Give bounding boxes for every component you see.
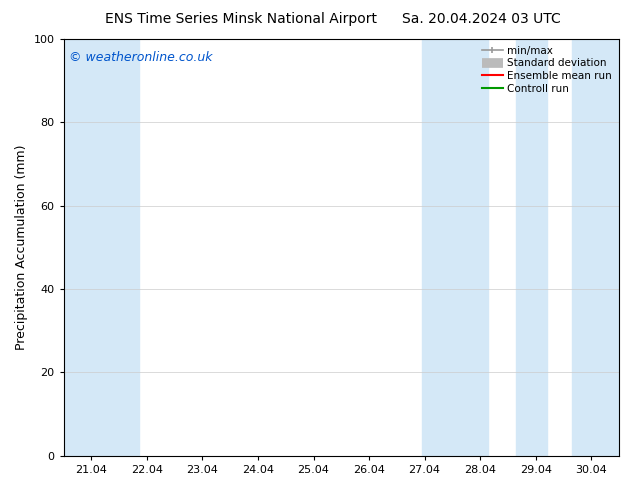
Bar <box>422 39 488 456</box>
Bar <box>572 39 619 456</box>
Bar <box>516 39 547 456</box>
Y-axis label: Precipitation Accumulation (mm): Precipitation Accumulation (mm) <box>15 145 28 350</box>
Text: Sa. 20.04.2024 03 UTC: Sa. 20.04.2024 03 UTC <box>403 12 561 26</box>
Bar <box>63 39 139 456</box>
Legend: min/max, Standard deviation, Ensemble mean run, Controll run: min/max, Standard deviation, Ensemble me… <box>478 42 616 98</box>
Text: © weatheronline.co.uk: © weatheronline.co.uk <box>69 51 212 64</box>
Text: ENS Time Series Minsk National Airport: ENS Time Series Minsk National Airport <box>105 12 377 26</box>
